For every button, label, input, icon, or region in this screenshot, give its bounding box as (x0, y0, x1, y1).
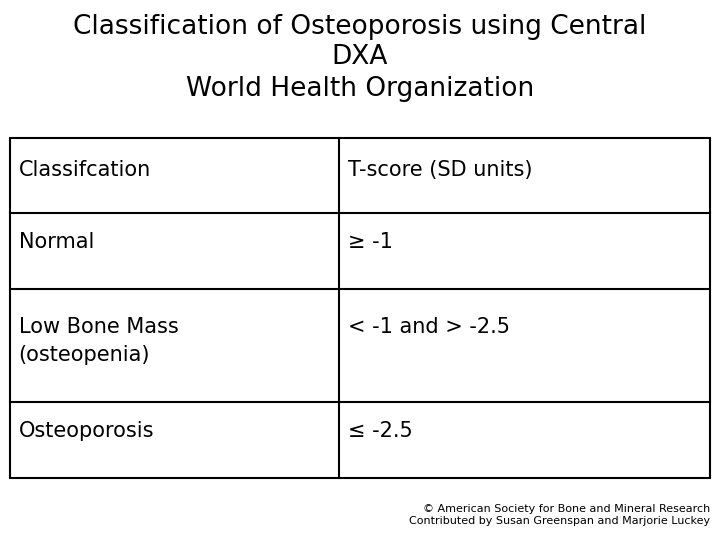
Text: T-score (SD units): T-score (SD units) (348, 160, 532, 180)
Text: ≥ -1: ≥ -1 (348, 232, 392, 252)
Text: © American Society for Bone and Mineral Research
Contributed by Susan Greenspan : © American Society for Bone and Mineral … (409, 504, 710, 526)
Text: Normal: Normal (19, 232, 94, 252)
Bar (10, 138, 710, 478)
Text: Low Bone Mass
(osteopenia): Low Bone Mass (osteopenia) (19, 317, 179, 365)
Text: ≤ -2.5: ≤ -2.5 (348, 421, 413, 441)
Text: Classifcation: Classifcation (19, 160, 151, 180)
Text: Classification of Osteoporosis using Central
DXA
World Health Organization: Classification of Osteoporosis using Cen… (73, 14, 647, 102)
Text: Osteoporosis: Osteoporosis (19, 421, 154, 441)
Text: < -1 and > -2.5: < -1 and > -2.5 (348, 317, 510, 338)
